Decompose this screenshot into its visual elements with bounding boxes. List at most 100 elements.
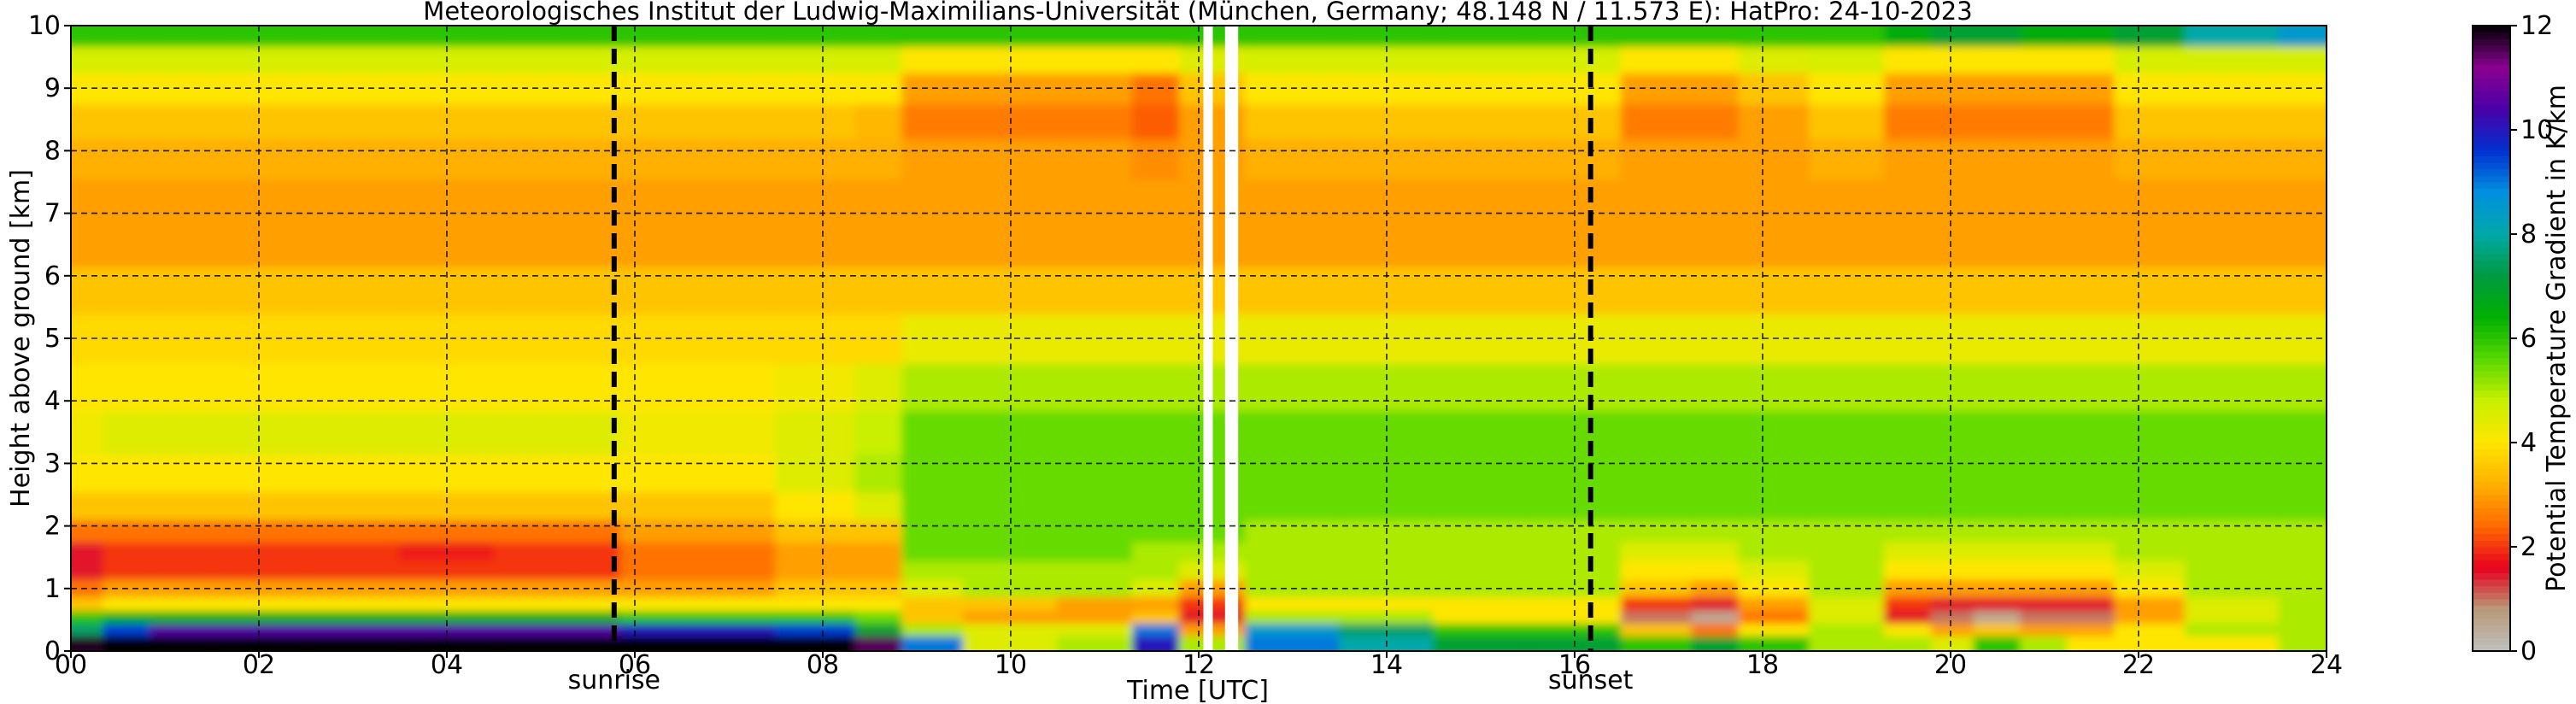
heatmap-cell — [619, 265, 683, 314]
colorbar-segment — [2473, 122, 2510, 131]
colorbar-segment — [2473, 377, 2510, 384]
heatmap-cell — [901, 409, 965, 455]
colorbar-segment — [2473, 57, 2510, 66]
heatmap-cell — [1931, 178, 1975, 224]
colorbar-segment — [2473, 64, 2510, 72]
heatmap-cell — [1691, 490, 1740, 521]
heatmap-cell — [681, 622, 777, 637]
heatmap-cell — [2114, 265, 2186, 314]
heatmap-cell — [2279, 178, 2327, 224]
heatmap-cell — [1884, 559, 1933, 580]
colorbar-segment — [2473, 572, 2510, 580]
heatmap-cell — [305, 178, 401, 224]
heatmap-cell — [1433, 634, 1529, 651]
heatmap-cell — [150, 71, 213, 105]
heatmap-cell — [150, 634, 213, 651]
heatmap-cell — [1738, 26, 1810, 47]
heatmap-cell — [901, 453, 965, 493]
y-tick-label: 1 — [44, 574, 61, 604]
colorbar-segment — [2473, 533, 2510, 541]
heatmap-cell — [2185, 622, 2280, 637]
heatmap-cell — [1973, 409, 2022, 455]
heatmap-cell — [1433, 362, 1529, 412]
heatmap-cell — [1691, 578, 1740, 597]
heatmap-cell — [2020, 578, 2069, 597]
colorbar-segment — [2473, 513, 2510, 521]
heatmap-cell — [1931, 362, 1975, 412]
heatmap-cell — [1738, 595, 1810, 612]
heatmap-cell — [71, 409, 105, 455]
x-tick-label: 24 — [2310, 650, 2343, 680]
heatmap-cell — [71, 26, 105, 47]
heatmap-cell — [1973, 221, 2022, 267]
heatmap-cell — [71, 559, 105, 580]
colorbar-segment — [2473, 155, 2510, 163]
colorbar-segment — [2473, 461, 2510, 469]
colorbar-segment — [2473, 409, 2510, 417]
heatmap-cell — [2279, 559, 2327, 580]
heatmap-cell — [572, 595, 622, 612]
heatmap-cell — [150, 103, 213, 139]
y-tick-label: 4 — [44, 386, 61, 416]
heatmap-cell — [2114, 178, 2186, 224]
colorbar-tick-label: 10 — [2520, 115, 2553, 145]
heatmap-cell — [1245, 103, 1341, 139]
heatmap-cell — [2067, 622, 2116, 637]
heatmap-cell — [2279, 44, 2327, 73]
colorbar-segment — [2473, 38, 2510, 46]
heatmap-cell — [1245, 519, 1341, 543]
heatmap-cell — [211, 609, 307, 625]
heatmap-cell — [1973, 178, 2022, 224]
heatmap-cell — [493, 137, 575, 180]
colorbar-segment — [2473, 507, 2510, 515]
heatmap-cell — [572, 634, 622, 651]
heatmap-cell — [2114, 609, 2186, 625]
heatmap-cell — [1245, 137, 1341, 180]
heatmap-cell — [103, 362, 152, 412]
heatmap-cell — [2020, 409, 2069, 455]
heatmap-cell — [103, 578, 152, 597]
heatmap-cell — [1884, 595, 1933, 612]
heatmap-cell — [1738, 559, 1810, 580]
heatmap-cell — [1057, 26, 1134, 47]
heatmap-cell — [493, 559, 575, 580]
heatmap-cell — [775, 490, 857, 521]
heatmap-cell — [1621, 634, 1693, 651]
heatmap-cell — [1691, 609, 1740, 625]
heatmap-cell — [103, 490, 152, 521]
heatmap-cell — [2067, 409, 2116, 455]
heatmap-cell — [901, 44, 965, 73]
heatmap-cell — [1621, 221, 1693, 267]
heatmap-cell — [1691, 103, 1740, 139]
heatmap-cell — [2020, 137, 2069, 180]
heatmap-cell — [2185, 609, 2280, 625]
heatmap-cell — [681, 26, 777, 47]
colorbar-segment — [2473, 468, 2510, 476]
heatmap-cell — [1931, 559, 1975, 580]
y-tick-label: 5 — [44, 324, 61, 354]
heatmap-cell — [150, 44, 213, 73]
heatmap-cell — [1809, 178, 1886, 224]
heatmap-cell — [1527, 622, 1622, 637]
heatmap-cell — [619, 137, 683, 180]
heatmap-cell — [901, 137, 965, 180]
heatmap-cell — [493, 609, 575, 625]
heatmap-cell — [2067, 609, 2116, 625]
heatmap-cell — [2067, 221, 2116, 267]
heatmap-cell — [2020, 265, 2069, 314]
colorbar-segment — [2473, 474, 2510, 483]
heatmap-cell — [2020, 559, 2069, 580]
heatmap-cell — [71, 103, 105, 139]
heatmap-cell — [2185, 634, 2280, 651]
heatmap-cell — [1245, 409, 1341, 455]
colorbar-segment — [2473, 312, 2510, 320]
heatmap-cell — [2279, 453, 2327, 493]
heatmap-cell — [1433, 26, 1529, 47]
heatmap-cell — [493, 540, 575, 561]
heatmap-cell — [1621, 44, 1693, 73]
heatmap-cell — [150, 221, 213, 267]
heatmap-cell — [2067, 595, 2116, 612]
heatmap-cell — [103, 103, 152, 139]
heatmap-cell — [150, 609, 213, 625]
heatmap-cell — [2279, 519, 2327, 543]
